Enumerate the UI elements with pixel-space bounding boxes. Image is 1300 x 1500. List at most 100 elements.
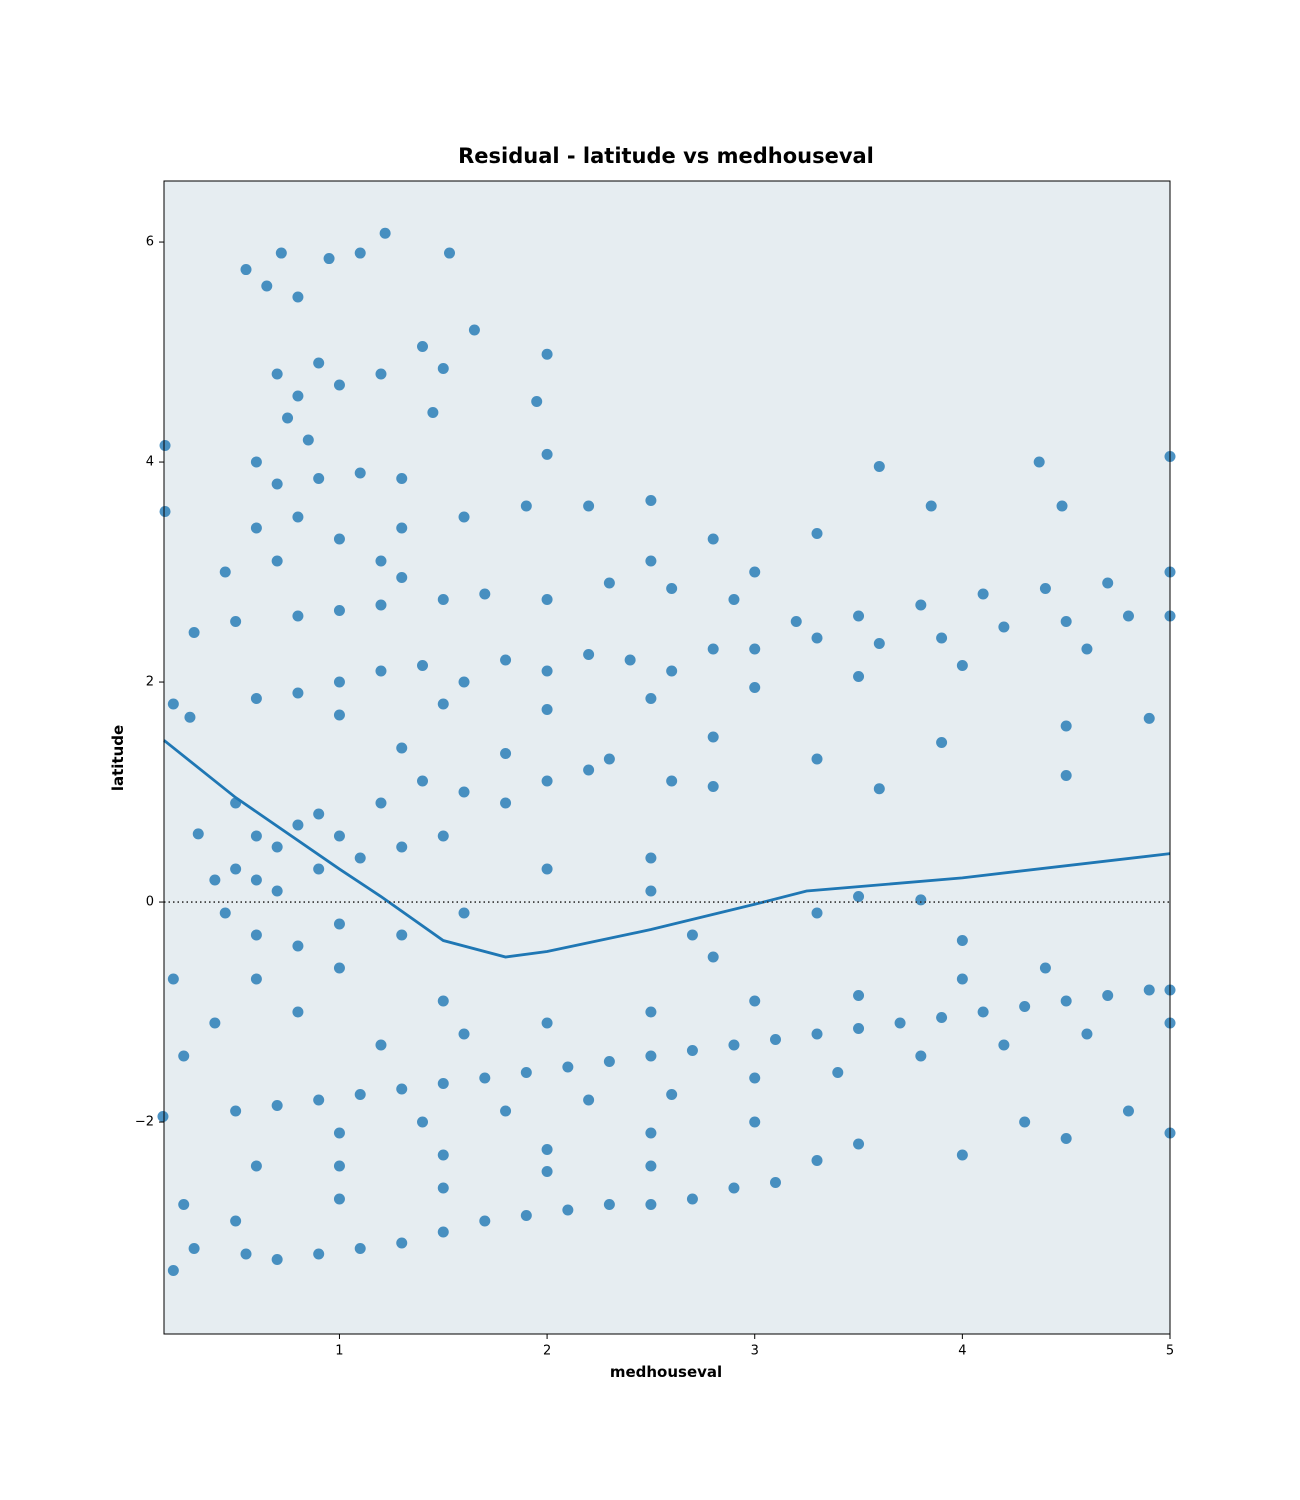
scatter-point [292, 390, 304, 402]
scatter-point [853, 891, 865, 903]
scatter-point [1039, 962, 1051, 974]
scatter-point [479, 1072, 491, 1084]
scatter-point [936, 1012, 948, 1024]
scatter-point [603, 1199, 615, 1211]
scatter-point [354, 1089, 366, 1101]
scatter-point [790, 616, 802, 628]
scatter-point [541, 704, 553, 716]
scatter-point [811, 1155, 823, 1167]
scatter-point [686, 929, 698, 941]
scatter-point [167, 973, 179, 985]
scatter-point [1060, 720, 1072, 732]
scatter-point [333, 533, 345, 545]
scatter-point [707, 731, 719, 743]
scatter-point [1056, 500, 1068, 512]
scatter-point [1019, 1001, 1031, 1013]
scatter-point [1039, 583, 1051, 595]
scatter-point [437, 995, 449, 1007]
scatter-point [458, 676, 470, 688]
scatter-point [333, 1160, 345, 1172]
scatter-point [458, 1028, 470, 1040]
scatter-point [749, 1072, 761, 1084]
scatter-point [333, 379, 345, 391]
fit-line [163, 739, 1171, 959]
scatter-point [666, 1089, 678, 1101]
scatter-point [1060, 770, 1072, 782]
scatter-point [977, 588, 989, 600]
scatter-point [292, 291, 304, 303]
scatter-point [853, 610, 865, 622]
scatter-point [437, 1149, 449, 1161]
scatter-point [728, 1039, 740, 1051]
scatter-point [749, 643, 761, 655]
scatter-point [500, 748, 512, 760]
scatter-point [956, 973, 968, 985]
scatter-point [998, 1039, 1010, 1051]
x-tick-label: 3 [751, 1344, 759, 1359]
scatter-point [396, 929, 408, 941]
scatter-point [769, 1177, 781, 1189]
scatter-point [375, 599, 387, 611]
scatter-point [240, 1248, 252, 1260]
scatter-point [437, 594, 449, 606]
scatter-point [1081, 643, 1093, 655]
scatter-point [271, 555, 283, 567]
scatter-point [707, 951, 719, 963]
scatter-point [1143, 712, 1155, 724]
scatter-point [645, 1006, 657, 1018]
scatter-point [1081, 1028, 1093, 1040]
scatter-point [1143, 984, 1155, 996]
scatter-point [520, 1067, 532, 1079]
scatter-point [873, 460, 885, 472]
scatter-point [292, 511, 304, 523]
scatter-point [313, 1094, 325, 1106]
scatter-point [811, 907, 823, 919]
scatter-point [728, 594, 740, 606]
scatter-point [624, 654, 636, 666]
scatter-point [292, 1006, 304, 1018]
scatter-point [749, 682, 761, 694]
scatter-point [396, 522, 408, 534]
x-tick-label: 2 [543, 1344, 551, 1359]
scatter-point [159, 506, 171, 518]
scatter-point [873, 783, 885, 795]
scatter-point [500, 797, 512, 809]
scatter-point [728, 1182, 740, 1194]
scatter-point [468, 324, 480, 336]
scatter-point [583, 500, 595, 512]
scatter-point [645, 495, 657, 507]
scatter-point [271, 478, 283, 490]
x-tick-label: 5 [1166, 1344, 1174, 1359]
scatter-point [1102, 577, 1114, 589]
scatter-point [375, 368, 387, 380]
y-tick-label: 2 [146, 675, 154, 690]
scatter-point [184, 711, 196, 723]
scatter-point [396, 572, 408, 584]
scatter-point [749, 995, 761, 1007]
scatter-point [219, 566, 231, 578]
scatter-point [271, 841, 283, 853]
scatter-point [915, 894, 927, 906]
scatter-point [479, 1215, 491, 1227]
scatter-point [1019, 1116, 1031, 1128]
scatter-point [707, 781, 719, 793]
scatter-point [292, 687, 304, 699]
scatter-point [936, 737, 948, 749]
scatter-point [354, 1243, 366, 1255]
scatter-point [354, 852, 366, 864]
scatter-point [998, 621, 1010, 633]
scatter-point [583, 1094, 595, 1106]
scatter-point [417, 660, 429, 672]
scatter-point [230, 863, 242, 875]
scatter-point [188, 627, 200, 639]
scatter-point [1102, 990, 1114, 1002]
scatter-point [666, 583, 678, 595]
scatter-point [531, 396, 543, 408]
scatter-point [396, 841, 408, 853]
scatter-point [956, 1149, 968, 1161]
scatter-point [230, 616, 242, 628]
scatter-point [157, 1111, 169, 1123]
scatter-point [333, 676, 345, 688]
scatter-point [769, 1034, 781, 1046]
